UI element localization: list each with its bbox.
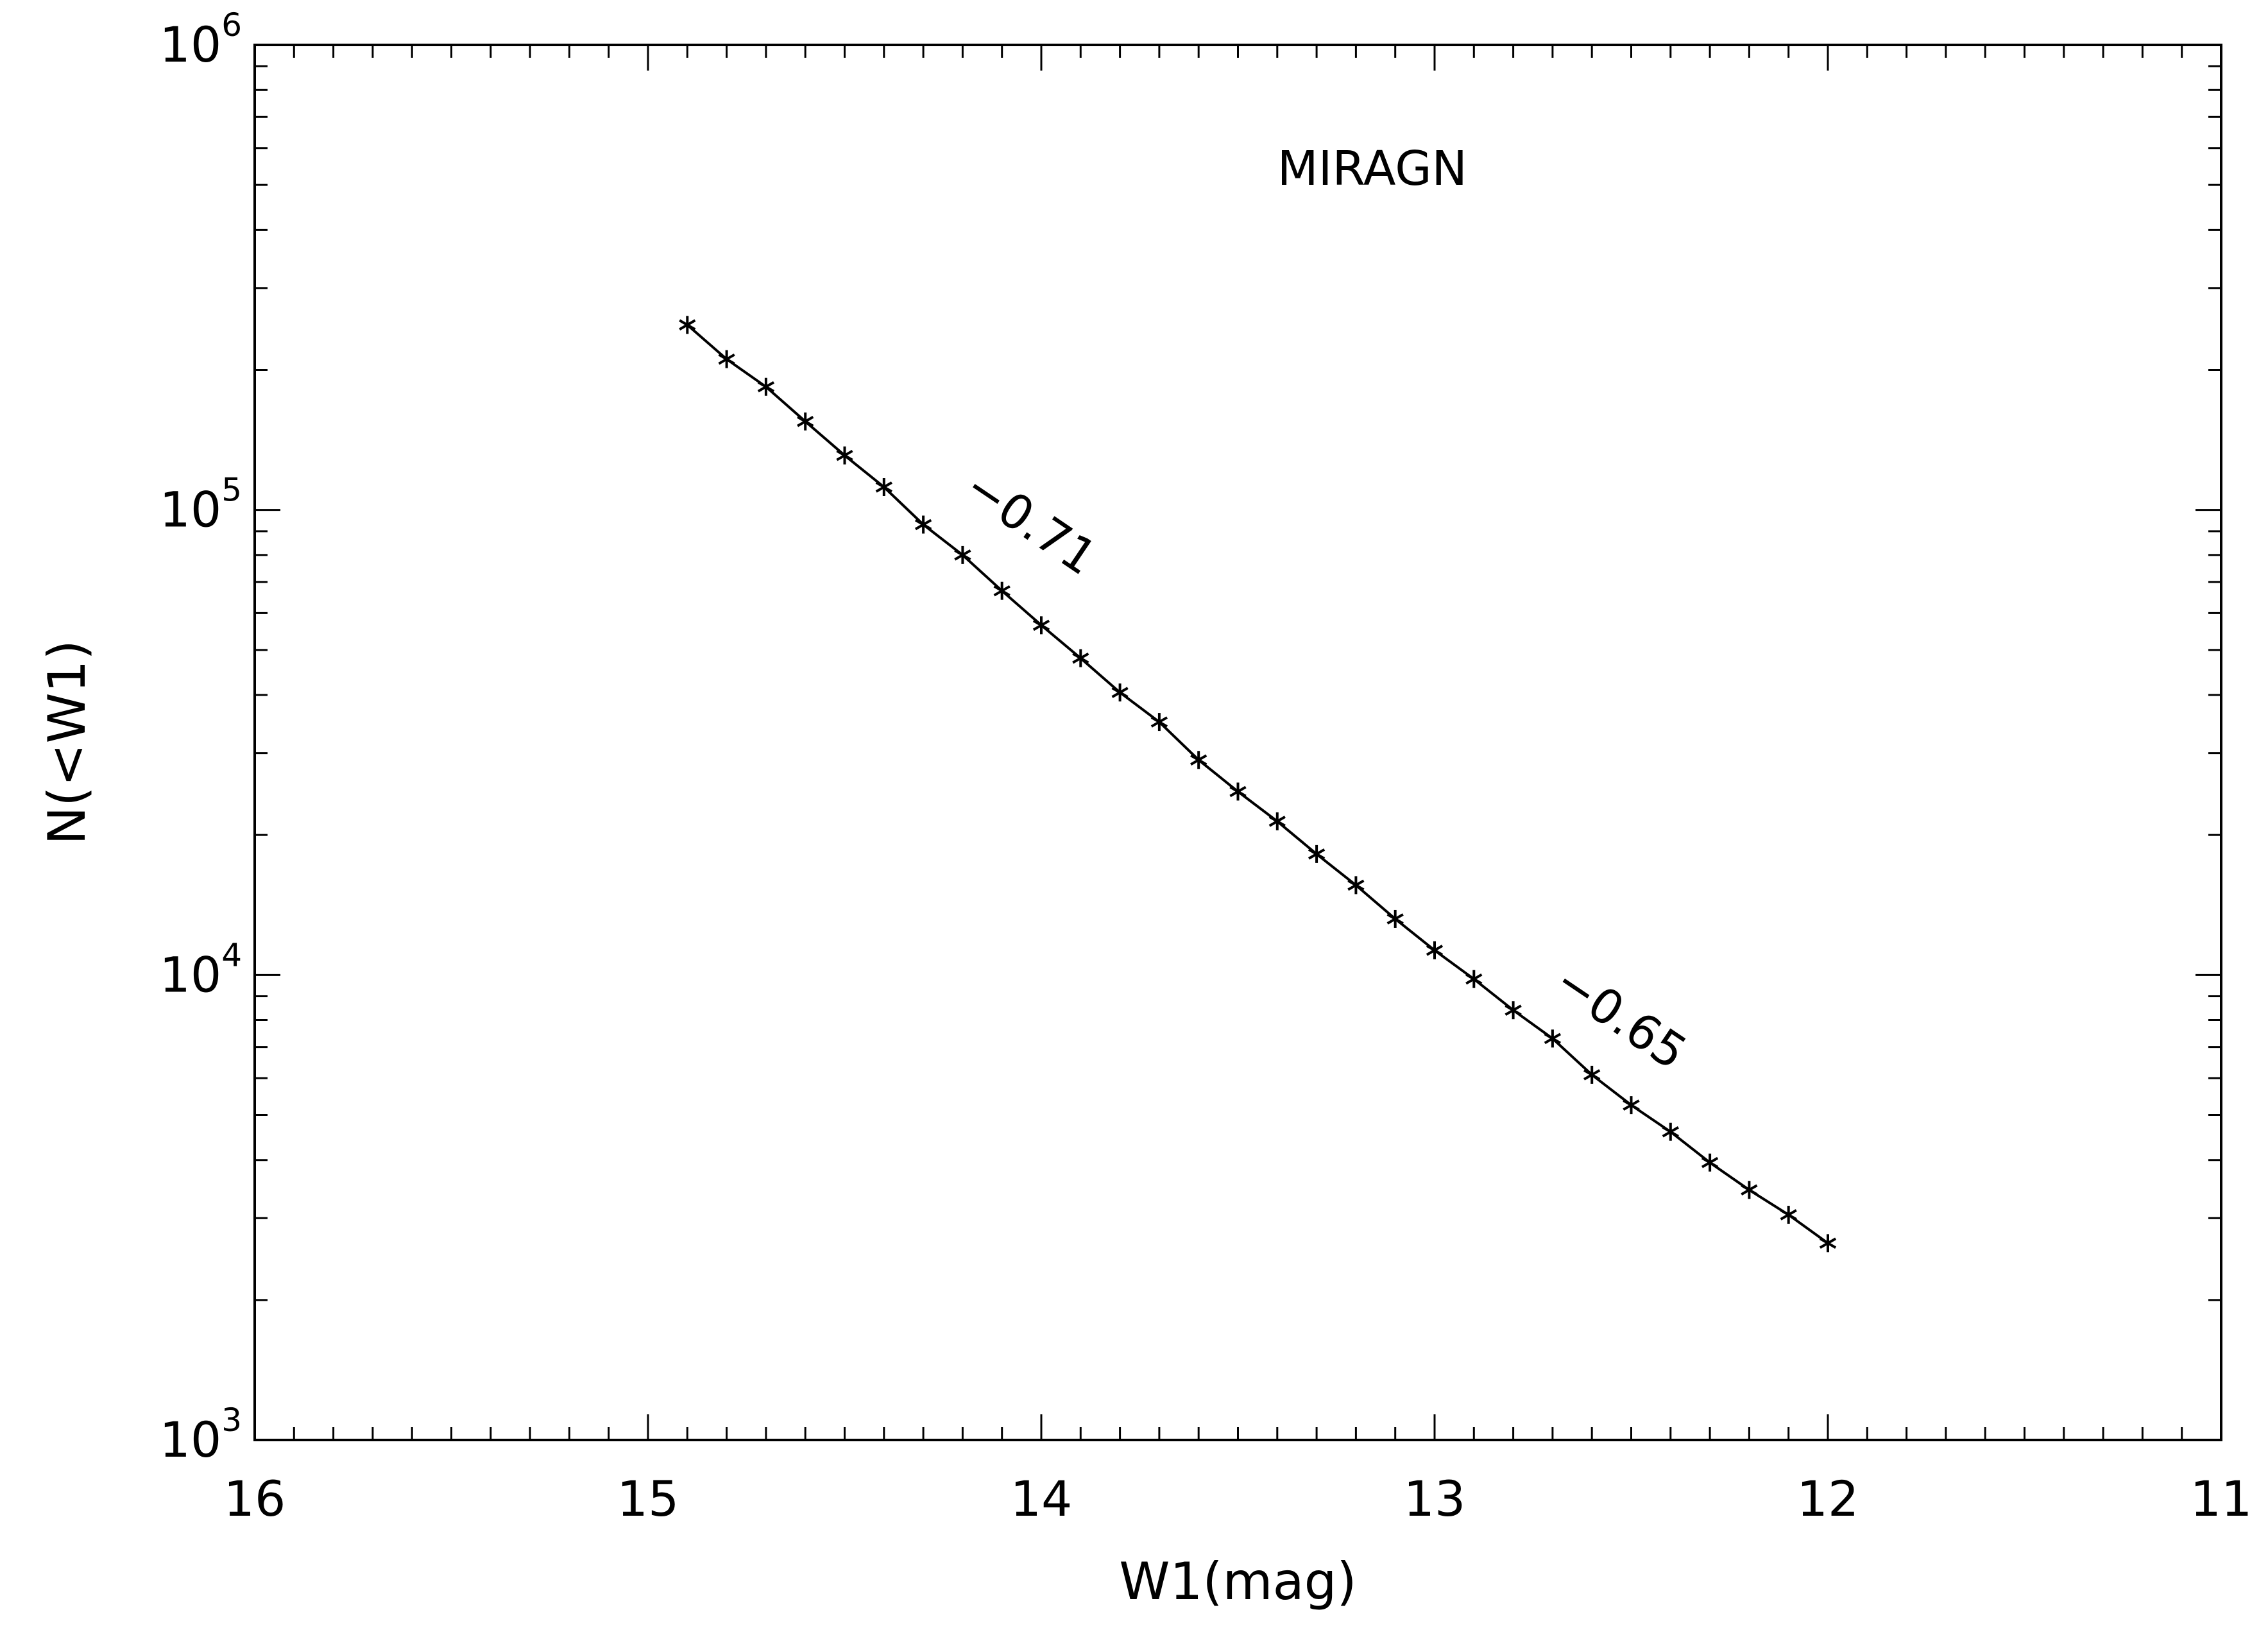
data-point: [1780, 1206, 1797, 1224]
data-point: [1150, 713, 1168, 732]
data-point: [1819, 1234, 1837, 1253]
data-point: [1308, 844, 1326, 863]
data-point: [797, 412, 814, 431]
data-point: [757, 377, 775, 396]
data-point: [1505, 1001, 1522, 1020]
data-point: [875, 478, 892, 496]
data-point: [1268, 812, 1286, 830]
x-tick-labels: 16 15 14 13 12 11: [224, 1470, 2253, 1527]
x-tick-label: 13: [1404, 1470, 1466, 1527]
data-point: [1386, 909, 1404, 928]
x-axis-title: W1(mag): [1119, 1552, 1356, 1611]
data-point: [679, 316, 696, 334]
y-tick-label: 104: [159, 936, 242, 1003]
data-point: [1190, 751, 1207, 769]
y-tick-label: 105: [159, 472, 242, 538]
data-point: [1229, 782, 1247, 801]
data-point: [1544, 1029, 1562, 1048]
data-point: [1623, 1096, 1640, 1115]
data-point: [1741, 1181, 1758, 1199]
x-tick-label: 12: [1797, 1470, 1859, 1527]
plot-frame: [253, 44, 2222, 1441]
data-point: [1701, 1153, 1719, 1172]
data-point: [1072, 649, 1089, 667]
data-point: [1111, 683, 1129, 702]
data-point: [1465, 970, 1483, 988]
data-point: [914, 515, 932, 534]
data-point: [1583, 1065, 1601, 1084]
data-point: [1032, 616, 1050, 635]
data-point: [1347, 876, 1365, 895]
x-tick-label: 11: [2190, 1470, 2253, 1527]
x-tick-label: 16: [224, 1470, 286, 1527]
data-point: [836, 446, 853, 465]
x-tick-label: 14: [1010, 1470, 1073, 1527]
data-point: [718, 350, 735, 368]
y-tick-label: 106: [159, 6, 242, 73]
x-tick-label: 15: [617, 1470, 679, 1527]
y-axis-title: N(<W1): [37, 640, 97, 844]
annotation-label: MIRAGN: [1277, 141, 1467, 196]
data-point: [1426, 941, 1444, 959]
data-point: [1662, 1122, 1679, 1141]
data-point: [954, 545, 971, 564]
data-points: [679, 316, 1837, 1253]
data-point: [993, 581, 1010, 600]
y-tick-label: 103: [159, 1401, 242, 1468]
y-tick-labels: 103 104 105 106: [159, 6, 242, 1468]
